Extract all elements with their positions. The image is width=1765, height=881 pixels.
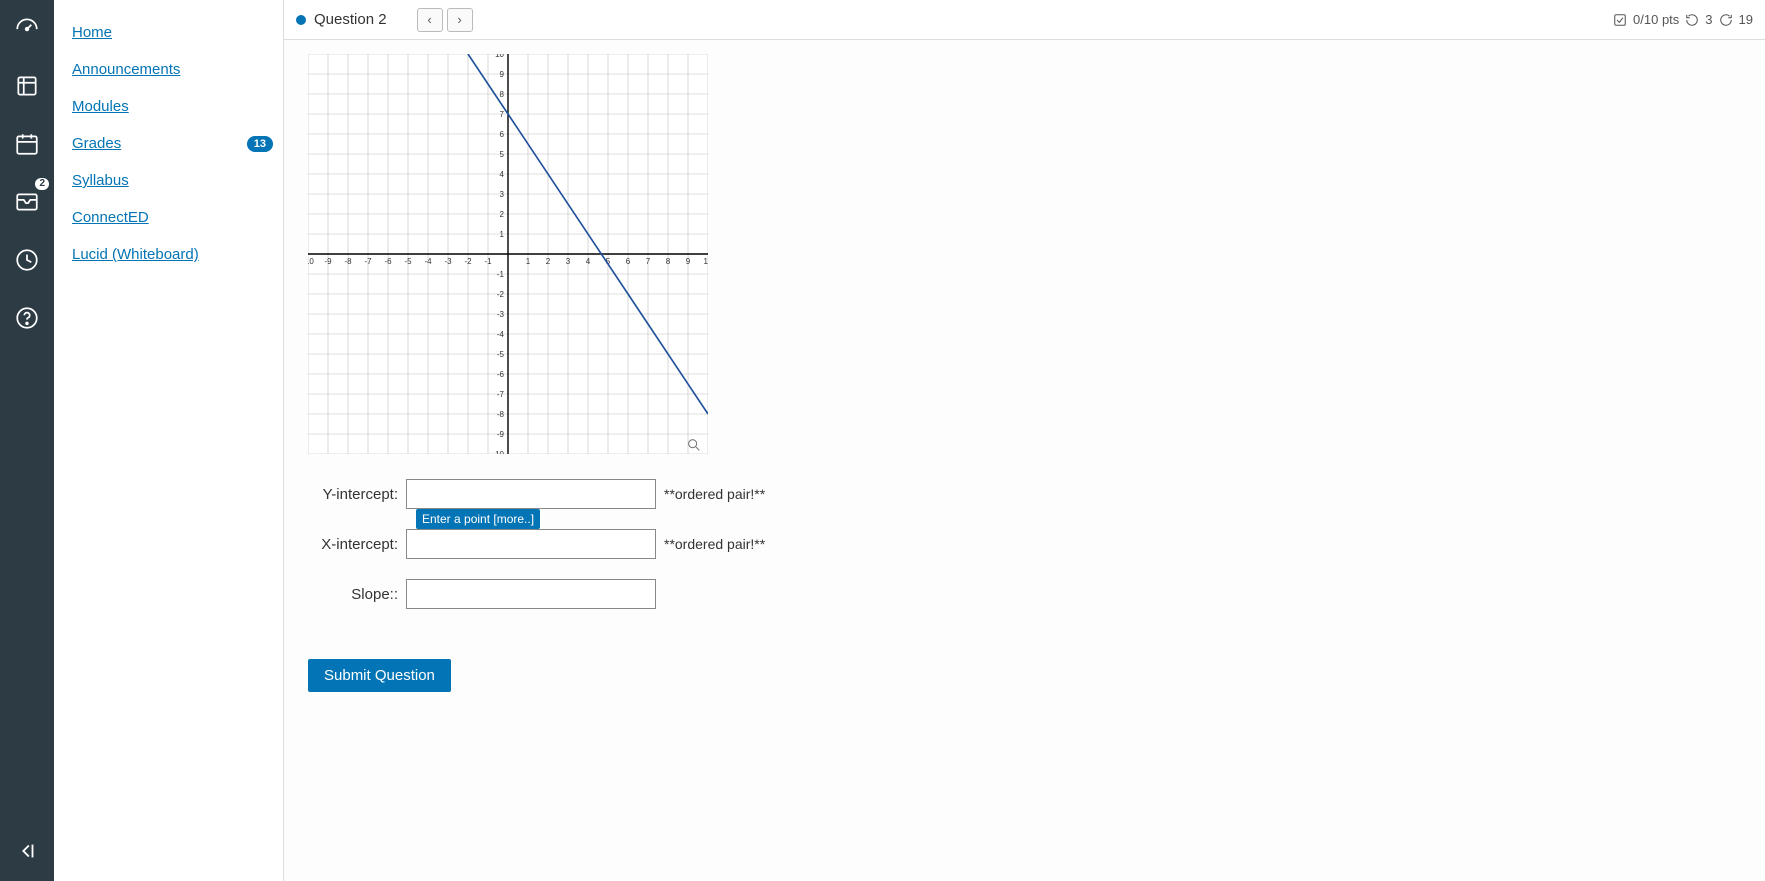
y-intercept-input[interactable] — [406, 479, 656, 509]
slope-input[interactable] — [406, 579, 656, 609]
question-topbar: Question 2 ‹ › 0/10 pts 3 19 — [284, 0, 1765, 40]
refresh-icon — [1719, 13, 1733, 27]
inbox-icon[interactable]: 2 — [7, 182, 47, 222]
svg-text:9: 9 — [686, 257, 691, 266]
nav-link[interactable]: Syllabus — [72, 172, 129, 189]
svg-text:-8: -8 — [497, 410, 505, 419]
svg-text:9: 9 — [500, 70, 505, 79]
main-content: Question 2 ‹ › 0/10 pts 3 19 -10-9-8-7-6… — [284, 0, 1765, 881]
collapse-rail-icon[interactable] — [7, 831, 47, 871]
slope-label: Slope:: — [308, 586, 398, 603]
courses-icon[interactable] — [7, 66, 47, 106]
svg-text:-2: -2 — [464, 257, 472, 266]
checkbox-icon — [1613, 13, 1627, 27]
svg-text:3: 3 — [500, 190, 505, 199]
help-icon[interactable] — [7, 298, 47, 338]
graph-container: -10 -9 -8 -7 -6 -5 -4 -3 -2 -1 1 2 3 4 5 6 7 8 9 10 -10 -9 -8 -… — [308, 54, 708, 459]
svg-text:-9: -9 — [497, 430, 505, 439]
nav-link[interactable]: Modules — [72, 98, 129, 115]
svg-text:-1: -1 — [484, 257, 492, 266]
input-tooltip: Enter a point [more..] — [416, 509, 540, 529]
svg-text:4: 4 — [500, 170, 505, 179]
svg-text:-4: -4 — [424, 257, 432, 266]
history-icon[interactable] — [7, 240, 47, 280]
svg-text:-2: -2 — [497, 290, 505, 299]
svg-text:5: 5 — [500, 150, 505, 159]
x-intercept-hint: **ordered pair!** — [664, 536, 765, 552]
svg-text:8: 8 — [666, 257, 671, 266]
svg-text:10: 10 — [704, 257, 708, 266]
question-label: Question 2 — [314, 11, 387, 28]
svg-text:-7: -7 — [497, 390, 505, 399]
retries-text: 19 — [1739, 12, 1753, 27]
svg-text:10: 10 — [495, 54, 504, 59]
svg-text:-3: -3 — [444, 257, 452, 266]
points-text: 0/10 pts — [1633, 12, 1679, 27]
nav-announcements[interactable]: Announcements — [72, 51, 273, 88]
nav-link[interactable]: Lucid (Whiteboard) — [72, 246, 199, 263]
svg-text:-8: -8 — [344, 257, 352, 266]
svg-text:-5: -5 — [497, 350, 505, 359]
svg-text:-10: -10 — [308, 257, 314, 266]
global-nav-rail: 2 — [0, 0, 54, 881]
question-status-dot — [296, 15, 306, 25]
svg-text:-6: -6 — [497, 370, 505, 379]
nav-grades[interactable]: Grades 13 — [72, 125, 273, 162]
attempts-text: 3 — [1705, 12, 1712, 27]
svg-text:6: 6 — [500, 130, 505, 139]
svg-text:-5: -5 — [404, 257, 412, 266]
nav-link[interactable]: Grades — [72, 135, 121, 152]
svg-text:2: 2 — [500, 210, 505, 219]
svg-text:1: 1 — [526, 257, 531, 266]
slope-row: Slope:: — [308, 579, 1741, 609]
nav-link[interactable]: Announcements — [72, 61, 180, 78]
svg-text:1: 1 — [500, 230, 505, 239]
inbox-badge: 2 — [35, 178, 49, 190]
grades-badge: 13 — [247, 136, 273, 152]
nav-modules[interactable]: Modules — [72, 88, 273, 125]
submit-question-button[interactable]: Submit Question — [308, 659, 451, 692]
svg-text:-7: -7 — [364, 257, 372, 266]
svg-text:-4: -4 — [497, 330, 505, 339]
points-display: 0/10 pts 3 19 — [1613, 12, 1753, 27]
y-intercept-label: Y-intercept: — [308, 486, 398, 503]
y-intercept-row: Y-intercept: **ordered pair!** Enter a p… — [308, 479, 1741, 509]
nav-syllabus[interactable]: Syllabus — [72, 162, 273, 199]
nav-link[interactable]: ConnectED — [72, 209, 149, 226]
x-intercept-label: X-intercept: — [308, 536, 398, 553]
question-indicator: Question 2 — [296, 11, 387, 28]
coordinate-graph: -10 -9 -8 -7 -6 -5 -4 -3 -2 -1 1 2 3 4 5 6 7 8 9 10 -10 -9 -8 -… — [308, 54, 708, 454]
svg-text:-1: -1 — [497, 270, 505, 279]
nav-connected[interactable]: ConnectED — [72, 199, 273, 236]
retry-icon — [1685, 13, 1699, 27]
svg-text:7: 7 — [646, 257, 651, 266]
nav-home[interactable]: Home — [72, 14, 273, 51]
dashboard-icon[interactable] — [7, 8, 47, 48]
svg-text:-10: -10 — [492, 450, 504, 454]
svg-text:3: 3 — [566, 257, 571, 266]
x-intercept-row: X-intercept: **ordered pair!** — [308, 529, 1741, 559]
svg-text:4: 4 — [586, 257, 591, 266]
question-body: -10 -9 -8 -7 -6 -5 -4 -3 -2 -1 1 2 3 4 5 6 7 8 9 10 -10 -9 -8 -… — [284, 40, 1765, 881]
nav-lucid[interactable]: Lucid (Whiteboard) — [72, 236, 273, 273]
zoom-icon[interactable] — [684, 435, 704, 455]
svg-text:2: 2 — [546, 257, 551, 266]
svg-text:6: 6 — [626, 257, 631, 266]
calendar-icon[interactable] — [7, 124, 47, 164]
y-intercept-hint: **ordered pair!** — [664, 486, 765, 502]
svg-text:-6: -6 — [384, 257, 392, 266]
nav-link[interactable]: Home — [72, 24, 112, 41]
x-intercept-input[interactable] — [406, 529, 656, 559]
svg-text:-3: -3 — [497, 310, 505, 319]
course-nav: Home Announcements Modules Grades 13 Syl… — [54, 0, 284, 881]
svg-text:-9: -9 — [324, 257, 332, 266]
prev-question-button[interactable]: ‹ — [417, 8, 443, 32]
svg-text:8: 8 — [500, 90, 505, 99]
next-question-button[interactable]: › — [447, 8, 473, 32]
svg-text:7: 7 — [500, 110, 505, 119]
